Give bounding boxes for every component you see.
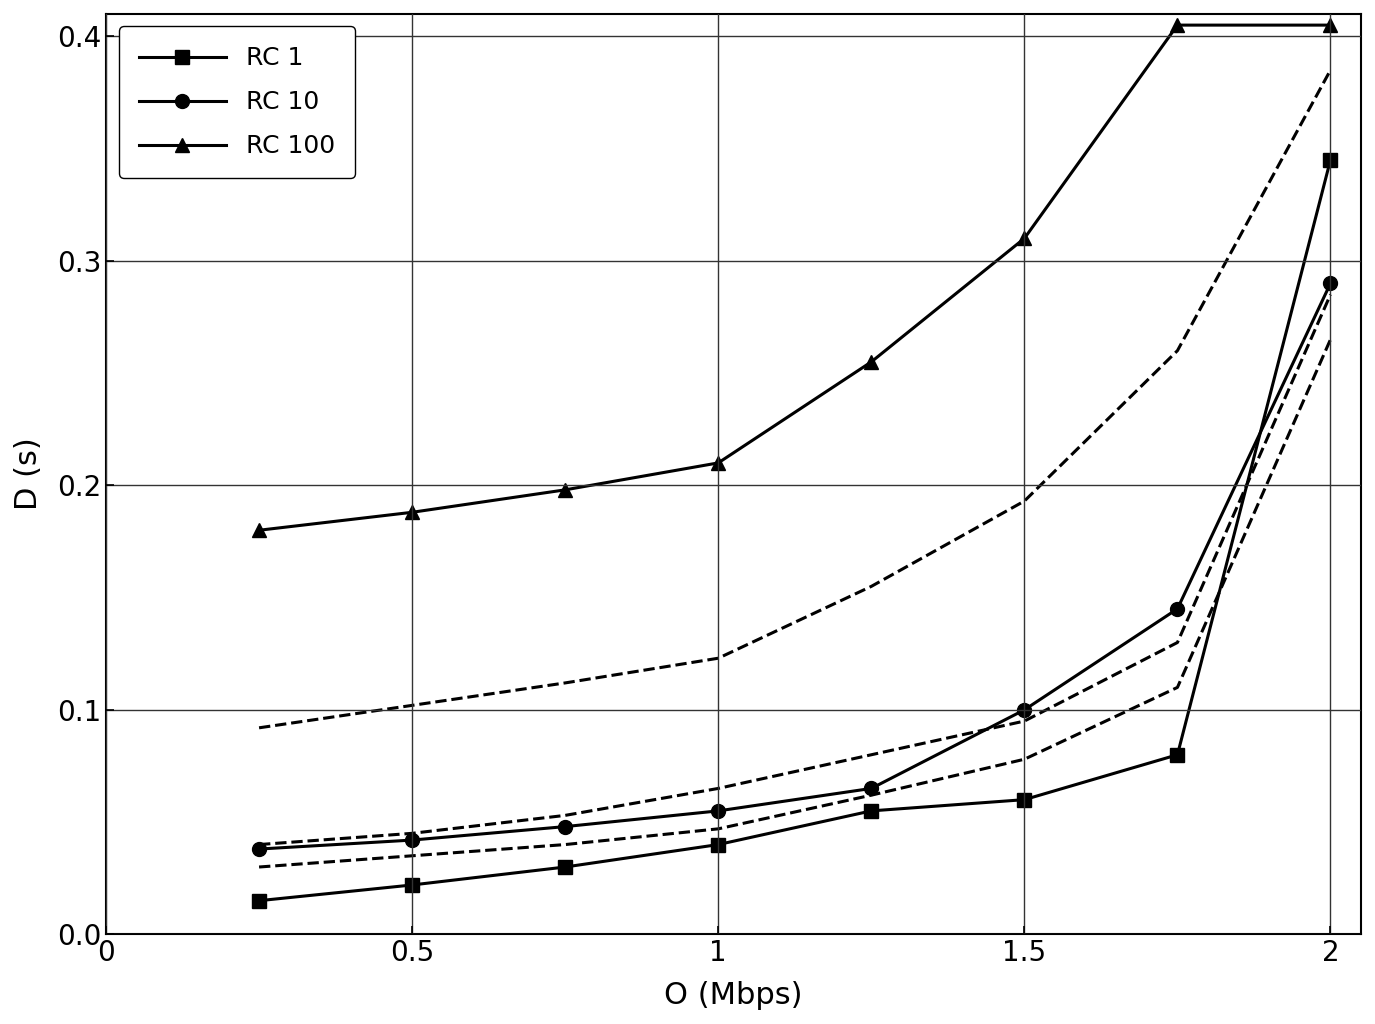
Legend: RC 1, RC 10, RC 100: RC 1, RC 10, RC 100 bbox=[118, 27, 355, 178]
Y-axis label: D (s): D (s) bbox=[14, 437, 43, 511]
X-axis label: O (Mbps): O (Mbps) bbox=[664, 981, 803, 1010]
